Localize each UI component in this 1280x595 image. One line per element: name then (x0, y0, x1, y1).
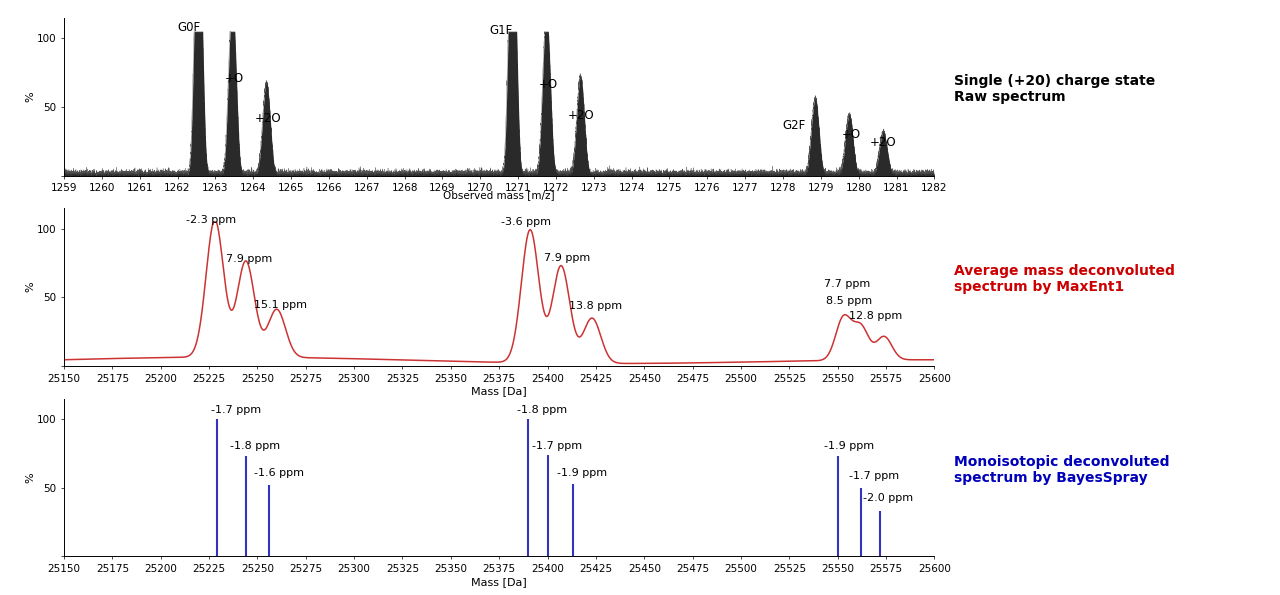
Text: Monoisotopic deconvoluted
spectrum by BayesSpray: Monoisotopic deconvoluted spectrum by Ba… (954, 455, 1169, 485)
Text: -1.8 ppm: -1.8 ppm (230, 441, 280, 451)
Text: -2.0 ppm: -2.0 ppm (863, 493, 913, 503)
Text: -1.6 ppm: -1.6 ppm (253, 468, 303, 478)
Text: -1.8 ppm: -1.8 ppm (517, 405, 567, 415)
Text: Average mass deconvoluted
spectrum by MaxEnt1: Average mass deconvoluted spectrum by Ma… (954, 264, 1175, 295)
Text: 15.1 ppm: 15.1 ppm (253, 300, 306, 310)
Y-axis label: %: % (26, 282, 36, 292)
Text: -2.3 ppm: -2.3 ppm (186, 215, 236, 225)
Text: Observed mass [m/z]: Observed mass [m/z] (443, 190, 556, 200)
Text: 12.8 ppm: 12.8 ppm (850, 311, 902, 321)
Text: +2O: +2O (255, 112, 282, 125)
Text: 7.7 ppm: 7.7 ppm (824, 279, 870, 289)
Y-axis label: %: % (26, 472, 36, 483)
Text: 8.5 ppm: 8.5 ppm (826, 296, 872, 306)
Text: Single (+20) charge state
Raw spectrum: Single (+20) charge state Raw spectrum (954, 74, 1155, 104)
X-axis label: Mass [Da]: Mass [Da] (471, 386, 527, 396)
Text: -1.7 ppm: -1.7 ppm (850, 471, 900, 481)
Text: 13.8 ppm: 13.8 ppm (568, 301, 622, 311)
Text: G2F: G2F (783, 118, 806, 131)
Text: G1F: G1F (489, 24, 513, 37)
Text: -1.7 ppm: -1.7 ppm (532, 441, 582, 451)
Text: -1.9 ppm: -1.9 ppm (557, 468, 607, 478)
Text: 7.9 ppm: 7.9 ppm (544, 253, 590, 263)
Text: +O: +O (225, 72, 244, 85)
Y-axis label: %: % (26, 92, 36, 102)
Text: 7.9 ppm: 7.9 ppm (227, 255, 273, 264)
Text: +O: +O (841, 129, 860, 141)
Text: G0F: G0F (178, 21, 201, 35)
Text: +2O: +2O (870, 136, 896, 149)
Text: +O: +O (539, 77, 558, 90)
Text: -1.9 ppm: -1.9 ppm (824, 441, 874, 451)
Text: +2O: +2O (567, 109, 594, 122)
X-axis label: Mass [Da]: Mass [Da] (471, 577, 527, 587)
Text: -3.6 ppm: -3.6 ppm (502, 217, 552, 227)
Text: -1.7 ppm: -1.7 ppm (211, 405, 261, 415)
